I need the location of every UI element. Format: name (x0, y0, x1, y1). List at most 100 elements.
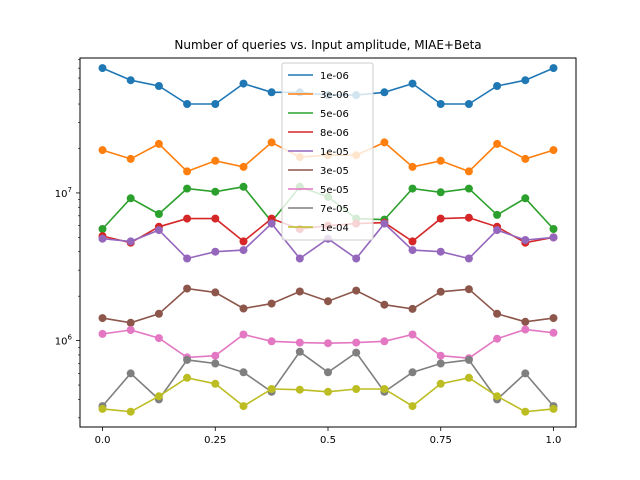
data-point (126, 76, 135, 85)
data-point (408, 246, 417, 255)
data-point (521, 317, 530, 326)
data-point (183, 184, 192, 193)
data-point (521, 325, 530, 334)
legend-label: 1e-04 (320, 223, 349, 234)
data-point (408, 184, 417, 193)
x-tick-label: 0.25 (204, 435, 226, 446)
data-point (295, 347, 304, 356)
data-point (493, 82, 502, 90)
data-point (183, 284, 192, 293)
data-point (183, 355, 192, 364)
data-point (98, 64, 107, 73)
data-point (211, 379, 220, 388)
data-point (239, 162, 248, 171)
data-point (493, 392, 502, 401)
data-point (464, 167, 473, 176)
data-point (211, 288, 220, 297)
data-point (521, 154, 530, 163)
legend-label: 5e-06 (320, 109, 349, 120)
data-point (98, 314, 107, 323)
data-point (464, 254, 473, 263)
legend-item: 5e-06 (288, 109, 349, 120)
legend-label: 3e-06 (320, 90, 349, 101)
data-point (549, 64, 558, 73)
data-point (521, 236, 530, 244)
data-point (98, 225, 107, 233)
x-tick-label: 0.0 (95, 435, 111, 446)
data-point (408, 237, 417, 246)
data-point (267, 337, 276, 346)
legend-item: 8e-06 (288, 128, 349, 139)
data-point (183, 167, 192, 176)
data-point (267, 299, 276, 308)
data-point (126, 369, 135, 378)
data-point (549, 328, 558, 337)
legend-label: 1e-06 (320, 71, 349, 82)
data-point (380, 337, 389, 346)
data-point (98, 146, 107, 155)
data-point (211, 359, 220, 368)
data-point (380, 385, 389, 393)
data-point (154, 309, 163, 318)
data-point (436, 247, 445, 256)
data-point (267, 138, 276, 147)
legend-item: 7e-05 (288, 204, 349, 215)
data-point (239, 402, 248, 411)
legend-label: 5e-05 (320, 185, 349, 196)
data-point (549, 404, 558, 413)
data-point (126, 318, 135, 327)
data-point (408, 368, 417, 377)
data-point (183, 100, 192, 108)
data-point (549, 225, 558, 233)
data-point (324, 297, 332, 306)
data-point (549, 233, 558, 242)
legend-item: 1e-06 (288, 71, 349, 82)
legend-item: 1e-04 (288, 223, 349, 234)
data-point (352, 348, 361, 357)
data-point (380, 138, 389, 147)
data-point (239, 368, 248, 377)
data-point (464, 213, 473, 222)
data-point (183, 214, 192, 223)
data-point (493, 334, 502, 343)
data-point (521, 76, 530, 85)
data-point (98, 234, 107, 243)
data-point (126, 407, 135, 416)
legend-label: 8e-06 (320, 128, 349, 139)
data-point (324, 368, 332, 377)
data-point (126, 194, 135, 203)
data-point (408, 162, 417, 171)
data-point (436, 359, 445, 368)
data-point (295, 287, 304, 296)
y-tick-label: 106 (55, 334, 73, 348)
data-point (436, 214, 445, 223)
x-tick-label: 0.75 (430, 435, 452, 446)
data-point (239, 330, 248, 339)
data-point (549, 314, 558, 323)
data-point (464, 100, 473, 108)
chart-title: Number of queries vs. Input amplitude, M… (174, 38, 481, 52)
data-point (521, 194, 530, 203)
data-point (324, 387, 332, 396)
data-point (436, 188, 445, 197)
data-point (464, 184, 473, 193)
data-point (521, 369, 530, 378)
data-point (408, 330, 417, 339)
data-point (183, 254, 192, 263)
data-point (267, 88, 276, 97)
data-point (464, 355, 473, 364)
legend-label: 7e-05 (320, 204, 349, 215)
series-8 (98, 373, 558, 416)
data-point (239, 237, 248, 246)
series-0 (98, 64, 558, 108)
data-point (464, 373, 473, 382)
data-point (493, 226, 502, 235)
data-point (436, 100, 445, 108)
data-point (98, 329, 107, 338)
data-point (380, 219, 389, 228)
data-point (211, 156, 220, 165)
data-point (98, 404, 107, 413)
data-point (352, 286, 361, 295)
data-point (239, 246, 248, 255)
